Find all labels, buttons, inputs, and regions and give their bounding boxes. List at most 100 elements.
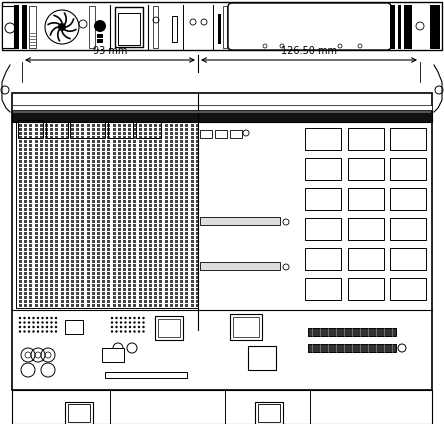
Bar	[40, 128, 43, 131]
Bar	[71, 232, 74, 235]
Bar	[175, 288, 178, 291]
Bar	[170, 216, 173, 219]
Bar	[196, 172, 199, 175]
Bar	[149, 200, 152, 203]
Bar	[113, 272, 115, 275]
Bar	[170, 176, 173, 179]
Bar	[144, 216, 147, 219]
Bar	[180, 268, 183, 271]
Bar	[170, 164, 173, 167]
Bar	[102, 136, 105, 139]
Bar	[24, 276, 27, 279]
Bar	[107, 196, 111, 199]
Bar	[105, 372, 187, 378]
Bar	[107, 236, 111, 239]
Bar	[29, 176, 32, 179]
Bar	[139, 196, 142, 199]
Bar	[24, 144, 27, 147]
Bar	[50, 176, 53, 179]
Bar	[118, 13, 140, 45]
Bar	[113, 232, 115, 235]
Bar	[29, 284, 32, 287]
Bar	[175, 136, 178, 139]
Bar	[170, 232, 173, 235]
Circle shape	[55, 321, 57, 324]
Bar	[175, 168, 178, 171]
Bar	[24, 160, 27, 163]
Bar	[190, 252, 194, 255]
Bar	[190, 212, 194, 215]
Bar	[60, 248, 63, 251]
Bar	[149, 252, 152, 255]
Bar	[81, 196, 84, 199]
Bar	[19, 200, 22, 203]
Bar	[29, 212, 32, 215]
Bar	[45, 156, 48, 159]
Bar	[92, 268, 95, 271]
Bar	[175, 208, 178, 211]
Bar	[165, 300, 167, 303]
Bar	[128, 176, 131, 179]
Bar	[92, 256, 95, 259]
Bar	[180, 140, 183, 143]
Bar	[24, 284, 27, 287]
Bar	[196, 128, 199, 131]
Bar	[87, 176, 90, 179]
Bar	[133, 168, 136, 171]
Bar	[97, 188, 100, 191]
Bar	[71, 172, 74, 175]
Bar	[19, 296, 22, 299]
Bar	[60, 140, 63, 143]
Bar	[133, 264, 136, 267]
Bar	[97, 200, 100, 203]
Bar	[144, 228, 147, 231]
Bar	[144, 296, 147, 299]
Bar	[190, 216, 194, 219]
Bar	[180, 212, 183, 215]
Bar	[56, 272, 59, 275]
Bar	[92, 176, 95, 179]
Bar	[97, 220, 100, 223]
Bar	[35, 204, 38, 207]
Bar	[76, 148, 79, 151]
Bar	[348, 218, 384, 240]
Circle shape	[28, 321, 30, 324]
Bar	[92, 184, 95, 187]
Bar	[190, 200, 194, 203]
Bar	[190, 192, 194, 195]
Bar	[56, 240, 59, 243]
Bar	[81, 148, 84, 151]
Bar	[50, 236, 53, 239]
Bar	[66, 260, 69, 263]
Bar	[170, 132, 173, 135]
Bar	[24, 300, 27, 303]
Bar	[24, 264, 27, 267]
Bar	[186, 204, 188, 207]
Bar	[123, 220, 126, 223]
Bar	[97, 156, 100, 159]
Bar	[149, 288, 152, 291]
Bar	[24, 304, 27, 307]
Bar	[56, 148, 59, 151]
Bar	[133, 148, 136, 151]
Bar	[56, 264, 59, 267]
Bar	[24, 128, 27, 131]
Bar	[50, 124, 53, 127]
Bar	[76, 176, 79, 179]
Bar	[390, 278, 426, 300]
Bar	[144, 148, 147, 151]
Bar	[190, 208, 194, 211]
Bar	[76, 260, 79, 263]
Bar	[123, 280, 126, 283]
Bar	[87, 236, 90, 239]
Bar	[165, 140, 167, 143]
Bar	[123, 160, 126, 163]
Bar	[56, 156, 59, 159]
Bar	[35, 148, 38, 151]
Bar	[102, 208, 105, 211]
Bar	[123, 140, 126, 143]
Bar	[71, 176, 74, 179]
Bar	[76, 144, 79, 147]
Bar	[139, 172, 142, 175]
Bar	[180, 164, 183, 167]
